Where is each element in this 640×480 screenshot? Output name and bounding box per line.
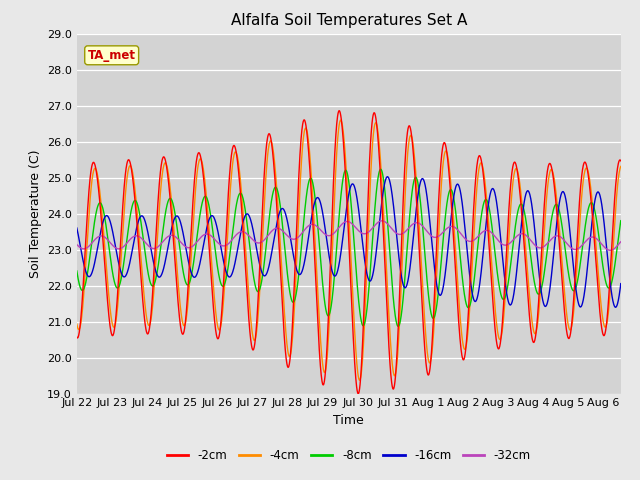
- Text: TA_met: TA_met: [88, 49, 136, 62]
- X-axis label: Time: Time: [333, 414, 364, 427]
- Y-axis label: Soil Temperature (C): Soil Temperature (C): [29, 149, 42, 278]
- Title: Alfalfa Soil Temperatures Set A: Alfalfa Soil Temperatures Set A: [230, 13, 467, 28]
- Legend: -2cm, -4cm, -8cm, -16cm, -32cm: -2cm, -4cm, -8cm, -16cm, -32cm: [162, 444, 536, 467]
